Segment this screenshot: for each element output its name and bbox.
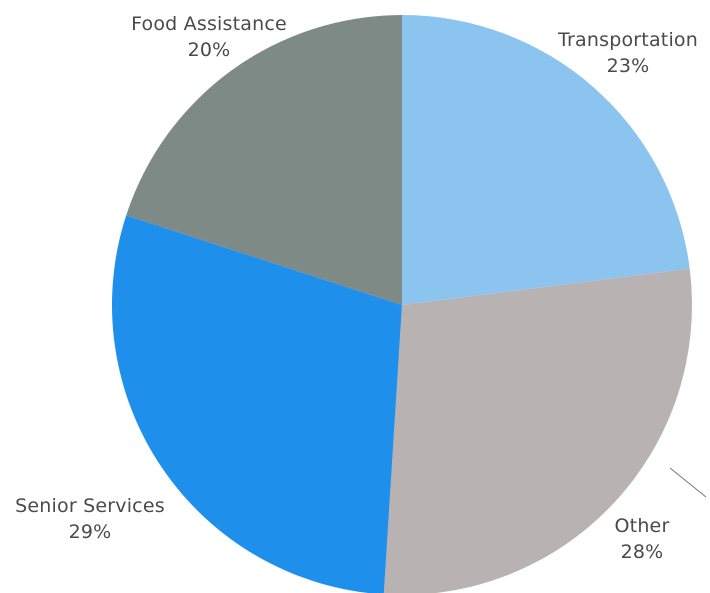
pie-labels: Transportation 23% Other 28% Senior Services…: [15, 13, 698, 563]
stray-tick-mark: [669, 467, 707, 498]
slice-value-label: 20%: [188, 39, 231, 61]
slice-label: Senior Services: [15, 495, 165, 517]
slice-label: Other: [615, 515, 670, 537]
slice-label: Transportation: [557, 29, 698, 51]
slice-label: Food Assistance: [131, 13, 287, 35]
pie-slice-senior-services: [112, 215, 402, 593]
slice-value-label: 28%: [621, 541, 664, 563]
slice-value-label: 23%: [607, 55, 650, 77]
slice-value-label: 29%: [69, 521, 112, 543]
pie-slice-other: [383, 268, 692, 593]
pie-slices: [112, 15, 692, 593]
pie-slice-transportation: [402, 15, 690, 305]
pie-slice-food-assistance: [126, 15, 402, 305]
